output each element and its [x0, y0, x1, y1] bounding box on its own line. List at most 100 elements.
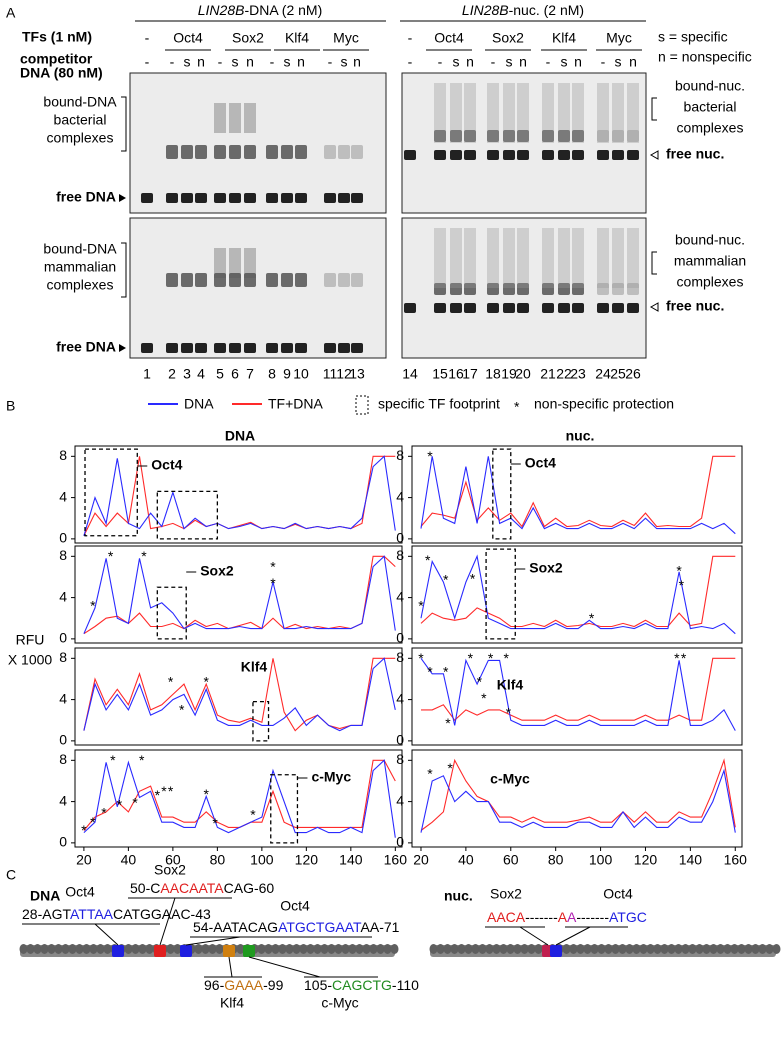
- gel-band: [229, 343, 241, 353]
- gel-band: [572, 83, 584, 143]
- helix-turn: [765, 944, 774, 954]
- gel-side-label: bacterial: [684, 99, 737, 115]
- tf-label: Sox2: [232, 30, 264, 46]
- helix-turn: [688, 944, 697, 954]
- gel-band: [295, 145, 307, 159]
- gel-band: [627, 130, 639, 142]
- star: *: [270, 558, 276, 574]
- helix-turn: [730, 944, 739, 954]
- gel-side-label: bound-DNA: [43, 94, 117, 110]
- gel-band: [597, 283, 609, 295]
- lane-number: 7: [246, 366, 254, 382]
- gel-band: [487, 303, 499, 313]
- gel-side-label: bound-nuc.: [675, 78, 745, 94]
- helix-turn: [271, 944, 280, 954]
- footprint-box: [156, 490, 219, 540]
- y-tick-label: 4: [59, 588, 67, 604]
- gel-band: [542, 303, 554, 313]
- helix-turn: [702, 944, 711, 954]
- y-tick-label: 4: [396, 690, 404, 706]
- connector: [185, 936, 241, 946]
- text-part: -------: [576, 909, 609, 925]
- gel-band: [195, 193, 207, 203]
- helix-turn: [19, 944, 28, 954]
- gel-band: [214, 248, 226, 278]
- star: *: [427, 448, 433, 464]
- star: *: [161, 783, 167, 799]
- gel-band: [434, 83, 446, 143]
- trace: [83, 759, 396, 838]
- sequence: 96-GAAA-99: [204, 977, 284, 993]
- gel-band: [281, 145, 293, 159]
- star: *: [676, 562, 682, 578]
- helix-turn: [292, 944, 301, 954]
- star: *: [477, 674, 483, 690]
- helix-turn: [646, 944, 655, 954]
- gel-band: [244, 193, 256, 203]
- legend-text: s = specific: [658, 29, 728, 45]
- competitor-mark: -: [546, 54, 551, 70]
- free-label: free DNA: [56, 339, 116, 355]
- text-part: GAAA: [224, 977, 264, 993]
- text-part: ATTAA: [70, 906, 114, 922]
- star: *: [204, 786, 210, 802]
- gel: [129, 217, 387, 359]
- competitor-mark: s: [341, 54, 348, 70]
- gel-band: [229, 193, 241, 203]
- gel-band: [572, 130, 584, 142]
- gel-band: [464, 303, 476, 313]
- helix-turn: [667, 944, 676, 954]
- gel-band: [597, 303, 609, 313]
- text-part: A: [558, 909, 568, 925]
- legend-star: *: [514, 399, 520, 415]
- lane-number: 20: [515, 366, 531, 382]
- star: *: [101, 805, 107, 821]
- helix-turn: [208, 944, 217, 954]
- x-tick-label: 140: [679, 852, 703, 868]
- y-tick-label: 8: [396, 649, 404, 665]
- tf-label: Klf4: [241, 659, 268, 675]
- site-highlight: [550, 945, 562, 957]
- gel-band: [627, 150, 639, 160]
- helix-turn: [54, 944, 63, 954]
- gel-band: [627, 83, 639, 143]
- gel-band: [434, 303, 446, 313]
- gel-band: [487, 283, 499, 295]
- y-tick-label: 8: [59, 447, 67, 463]
- gel-side-label: mammalian: [44, 259, 116, 275]
- gel-band: [324, 273, 336, 287]
- bracket: [121, 242, 127, 298]
- gel-band: [450, 228, 462, 288]
- gel-band: [558, 150, 570, 160]
- subpanel-title: DNA: [30, 888, 60, 904]
- tf-label: Sox2: [490, 886, 522, 902]
- competitor-mark: -: [218, 54, 223, 70]
- gel-band: [542, 130, 554, 142]
- helix-turn: [597, 944, 606, 954]
- gel-band: [612, 303, 624, 313]
- trace: [83, 555, 396, 634]
- gel-band: [324, 193, 336, 203]
- star: *: [141, 548, 147, 564]
- star: *: [481, 690, 487, 706]
- lane-number: 2: [168, 366, 176, 382]
- gel-band: [166, 145, 178, 159]
- helix-turn: [215, 944, 224, 954]
- gel-band: [572, 150, 584, 160]
- gel-band: [338, 193, 350, 203]
- gel-band: [404, 303, 416, 313]
- star: *: [504, 650, 510, 666]
- competitor-mark: n: [197, 54, 205, 70]
- text-part: -110: [392, 977, 419, 993]
- lane-number: 21: [540, 366, 556, 382]
- free-label: free nuc.: [666, 298, 724, 314]
- legend-box: [355, 395, 369, 415]
- gel-band: [464, 83, 476, 143]
- gel-band: [266, 273, 278, 287]
- gel-band: [503, 150, 515, 160]
- tf-label: Klf4: [220, 995, 244, 1011]
- gel-band: [597, 150, 609, 160]
- tf-label: c-Myc: [311, 769, 351, 785]
- text-part: -DNA (2 nM): [244, 2, 322, 18]
- gel-band: [244, 273, 256, 287]
